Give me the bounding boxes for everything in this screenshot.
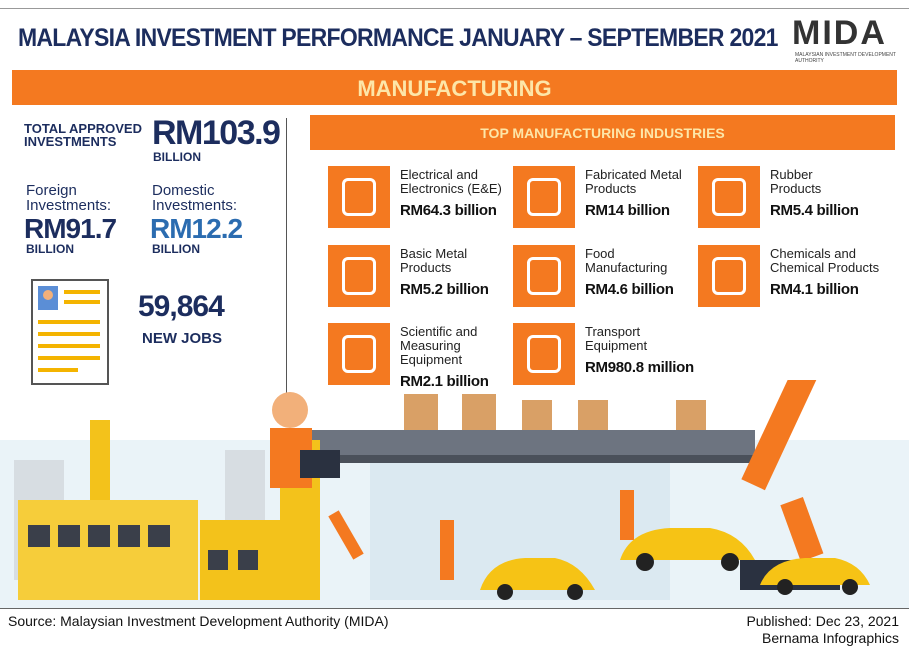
- foreign-value: RM91.7: [24, 213, 117, 244]
- industry-value: RM980.8 million: [585, 359, 694, 376]
- top-rule: [0, 8, 909, 9]
- industry-icon: [513, 323, 575, 385]
- title: MALAYSIA INVESTMENT PERFORMANCE JANUARY …: [18, 24, 778, 52]
- footer-source: Source: Malaysian Investment Development…: [8, 613, 389, 629]
- industries-title: TOP MANUFACTURING INDUSTRIES: [480, 125, 725, 141]
- industry-icon-glyph: [527, 257, 561, 295]
- industry-name: Fabricated Metal Products: [585, 167, 682, 196]
- industry-icon: [328, 166, 390, 228]
- industry-name: Chemicals and Chemical Products: [770, 246, 880, 275]
- divider: [286, 118, 287, 403]
- footer-rule: [0, 608, 909, 609]
- industry-name: Basic Metal Products: [400, 246, 468, 275]
- industries-bar: [310, 115, 895, 150]
- logo-subtitle: MALAYSIAN INVESTMENT DEVELOPMENT AUTHORI…: [795, 52, 896, 64]
- industry-icon-glyph: [342, 257, 376, 295]
- industry-name: Rubber Products: [770, 167, 822, 196]
- industry-icon: [698, 245, 760, 307]
- industry-value: RM2.1 billion: [400, 373, 489, 390]
- domestic-label: Domestic Investments:: [152, 182, 238, 214]
- industry-value: RM5.2 billion: [400, 281, 489, 298]
- banner: MANUFACTURING: [357, 76, 552, 101]
- domestic-value: RM12.2: [150, 213, 243, 244]
- footer-credit: Bernama Infographics: [762, 630, 899, 646]
- factory-scene: [0, 380, 909, 608]
- foreign-label: Foreign Investments:: [26, 182, 112, 214]
- industry-icon-glyph: [342, 335, 376, 373]
- industry-icon: [513, 166, 575, 228]
- industry-value: RM64.3 billion: [400, 202, 497, 219]
- total-value: RM103.9: [152, 114, 281, 152]
- industry-value: RM4.6 billion: [585, 281, 674, 298]
- industry-name: Food Manufacturing: [585, 246, 668, 275]
- industry-icon-glyph: [527, 335, 561, 373]
- industry-name: Scientific and Measuring Equipment: [400, 324, 478, 367]
- industry-name: Transport Equipment: [585, 324, 648, 353]
- industry-icon: [513, 245, 575, 307]
- domestic-unit: BILLION: [152, 242, 200, 256]
- industry-icon: [328, 245, 390, 307]
- industry-icon: [698, 166, 760, 228]
- cv-icon: [31, 279, 109, 385]
- industry-icon-glyph: [342, 178, 376, 216]
- industry-icon-glyph: [527, 178, 561, 216]
- industry-icon: [328, 323, 390, 385]
- logo: MIDA: [792, 14, 887, 52]
- banner-bar: [12, 70, 897, 105]
- foreign-unit: BILLION: [26, 242, 74, 256]
- industry-value: RM4.1 billion: [770, 281, 859, 298]
- industry-name: Electrical and Electronics (E&E): [400, 167, 502, 196]
- industry-value: RM14 billion: [585, 202, 670, 219]
- total-unit: BILLION: [153, 150, 201, 164]
- total-label: TOTAL APPROVED INVESTMENTS: [24, 121, 142, 149]
- footer-published: Published: Dec 23, 2021: [746, 613, 899, 629]
- jobs-value: 59,864: [138, 290, 225, 323]
- industry-icon-glyph: [712, 178, 746, 216]
- industry-icon-glyph: [712, 257, 746, 295]
- industry-value: RM5.4 billion: [770, 202, 859, 219]
- jobs-label: NEW JOBS: [142, 330, 223, 347]
